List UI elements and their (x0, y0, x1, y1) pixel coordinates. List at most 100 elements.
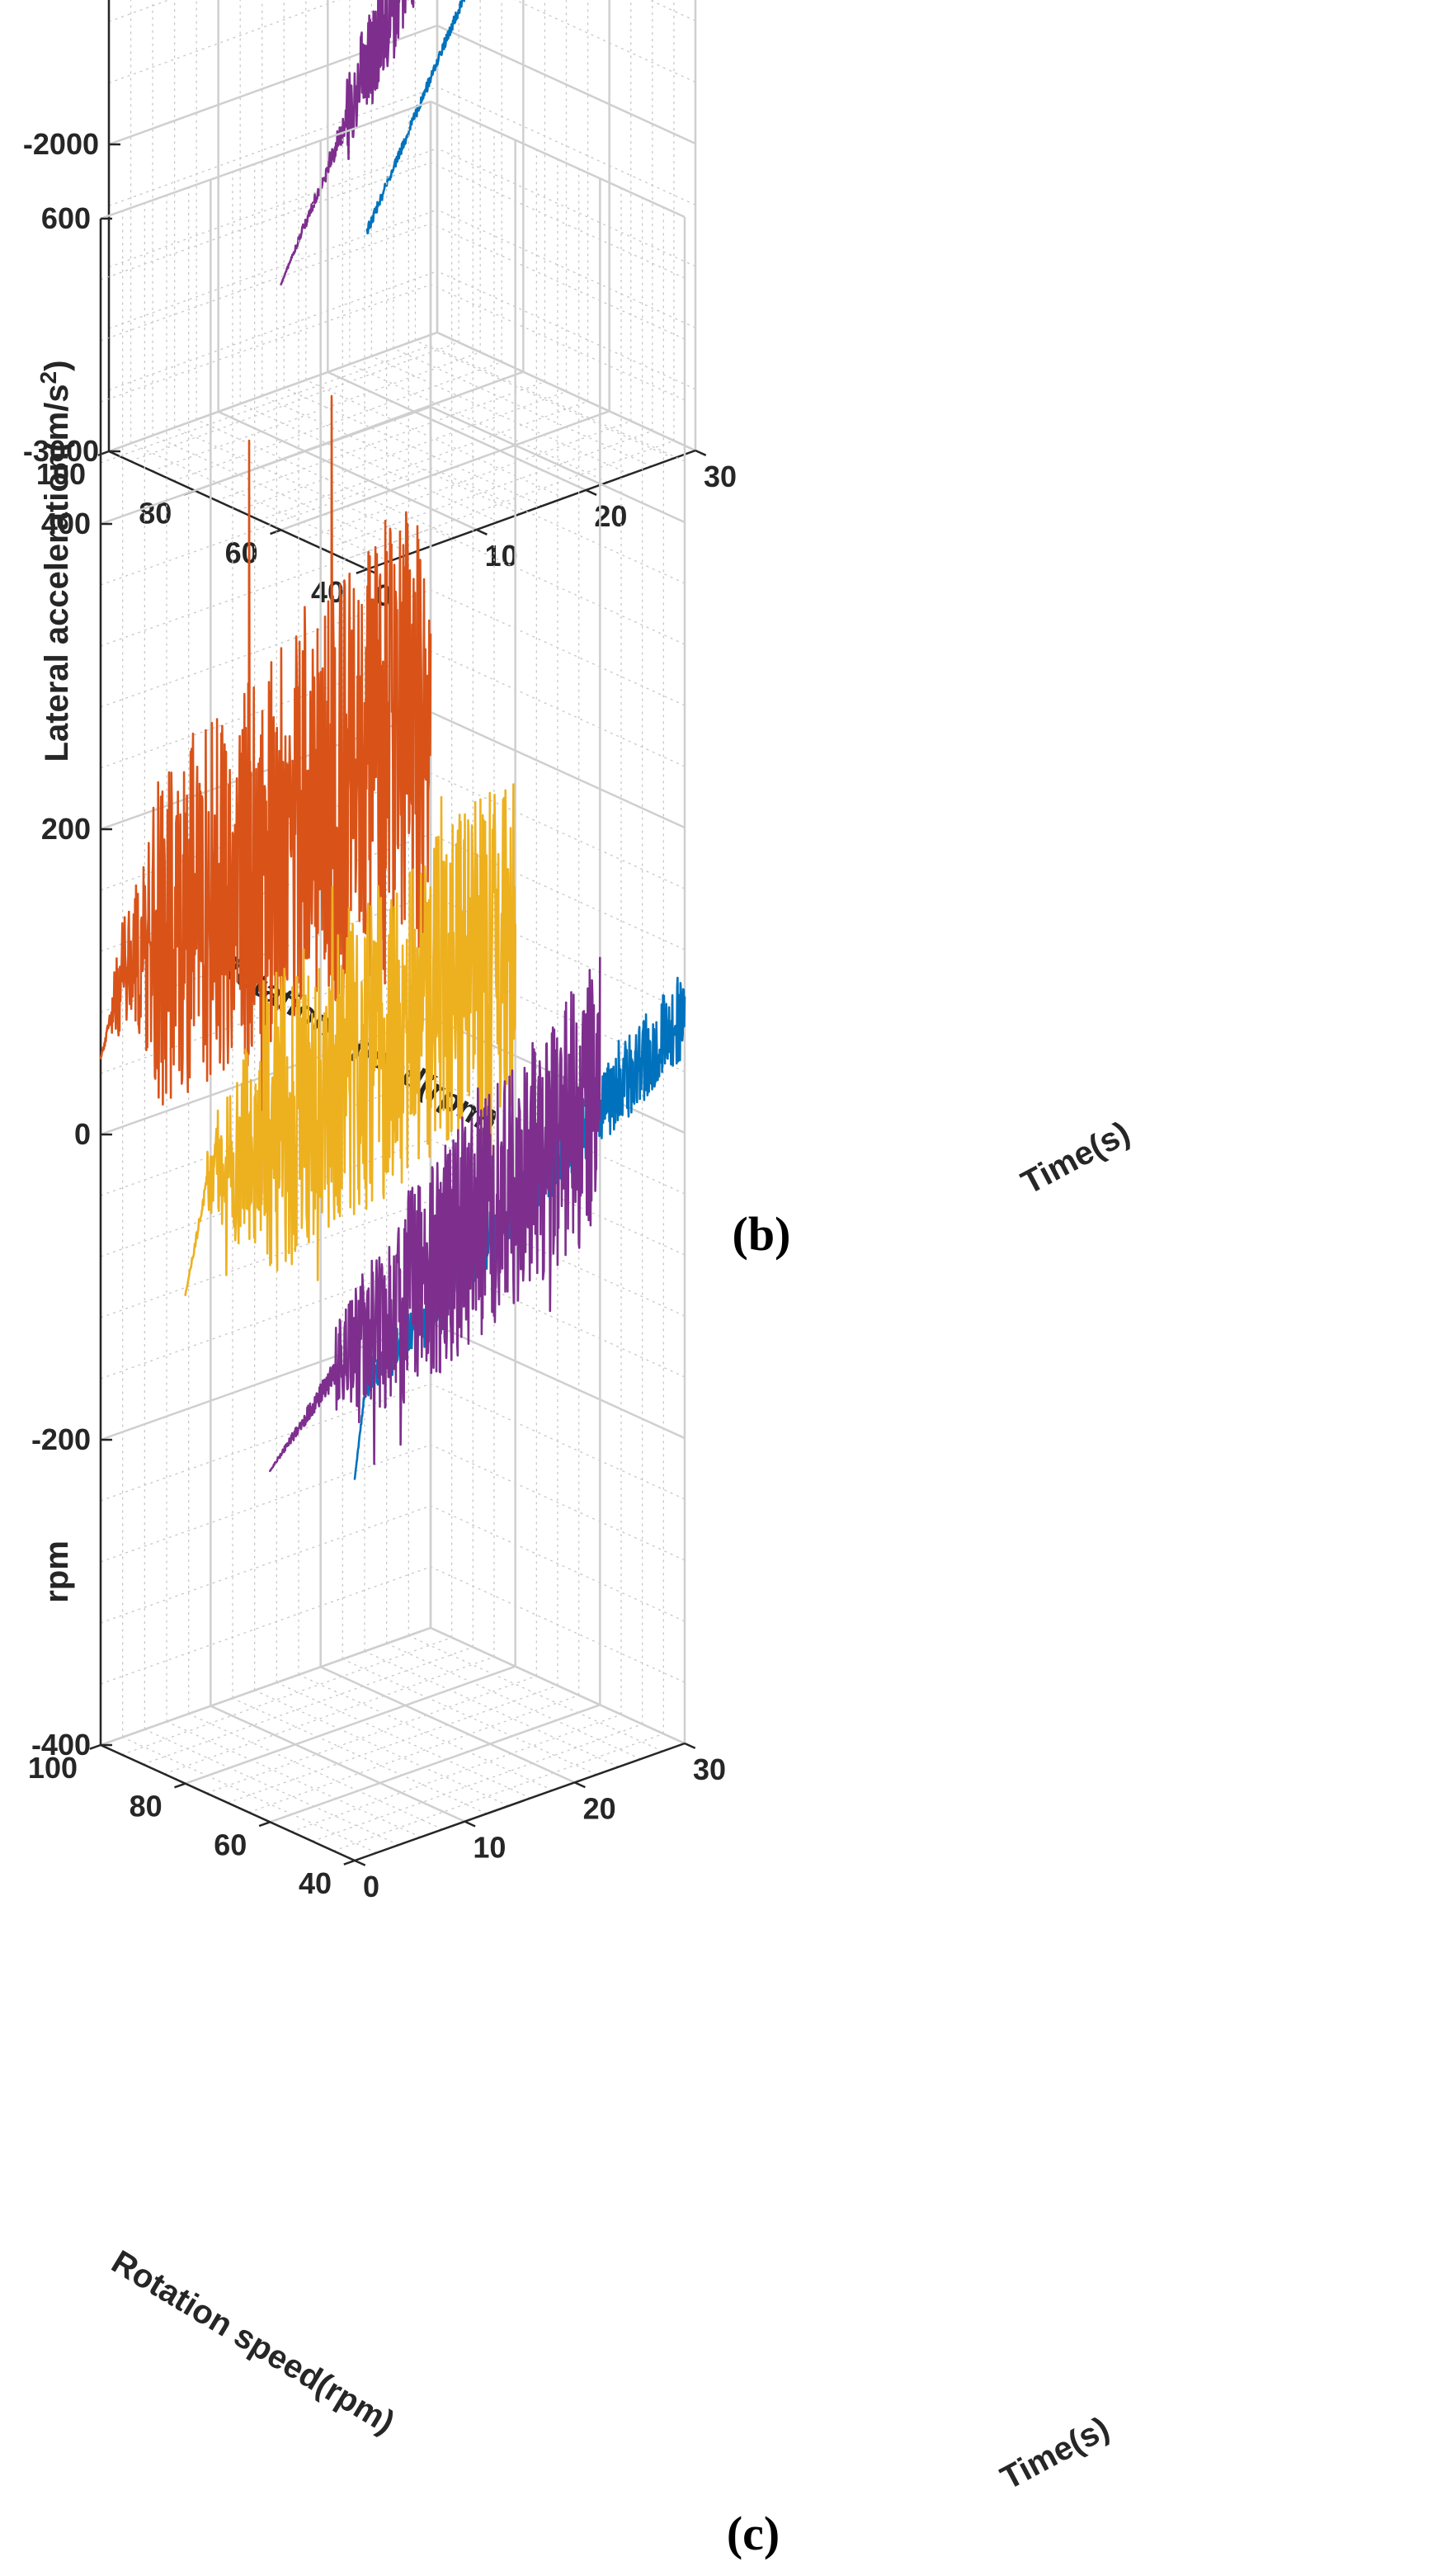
floor-minor-gridline (262, 395, 521, 515)
x-tick-label: 30 (704, 460, 737, 493)
x-axis-line (354, 1742, 686, 1862)
axes (89, 217, 696, 1866)
floor-minor-gridline (333, 1733, 664, 1851)
x-tick-label: 10 (473, 1831, 506, 1865)
wall-minor-gridline (430, 162, 686, 279)
floor-minor-gridline (166, 1721, 422, 1838)
wall-major-gridline (430, 405, 686, 524)
floor-minor-gridline (312, 1724, 643, 1842)
floor-minor-gridline (206, 1675, 537, 1794)
wall-minor-gridline (430, 528, 686, 645)
wall-minor-gridline (436, 148, 696, 267)
series-line-40rpm (365, 0, 466, 235)
x-tick-mark (464, 1820, 476, 1828)
floor-minor-gridline (415, 340, 674, 460)
wall-minor-gridline (100, 223, 431, 342)
wall-minor-gridline (430, 1444, 686, 1561)
panel-label-b: (b) (733, 1207, 791, 1261)
floor-minor-gridline (216, 380, 545, 502)
floor-minor-gridline (163, 1656, 495, 1775)
y-tick-mark (356, 568, 368, 574)
z-axis-title-superscript: 2 (35, 371, 61, 384)
floor-major-gridline (218, 410, 478, 531)
floor-minor-gridline (290, 1714, 622, 1833)
wall-minor-gridline (514, 0, 696, 83)
wall-minor-gridline (100, 833, 431, 952)
wall-minor-gridline (108, 209, 438, 329)
z-tick-label: -200 (31, 1422, 91, 1456)
grid (107, 0, 697, 571)
x-tick-mark (574, 1781, 586, 1789)
wall-minor-gridline (108, 270, 438, 391)
floor-major-gridline (210, 1705, 465, 1823)
floor-minor-gridline (143, 1646, 474, 1765)
floor-major-gridline (320, 1666, 576, 1784)
floor-minor-gridline (227, 1685, 558, 1804)
wall-minor-gridline (100, 1505, 431, 1624)
wall-minor-gridline (436, 86, 696, 205)
wall-minor-gridline (100, 162, 431, 281)
panel-label-c: (c) (727, 2507, 780, 2560)
wall-minor-gridline (108, 148, 438, 268)
wall-major-gridline (100, 1626, 431, 1747)
wall-minor-gridline (430, 345, 686, 462)
y-tick-mark (89, 1743, 101, 1750)
wall-major-gridline (430, 710, 686, 829)
floor-minor-gridline (323, 430, 653, 550)
wall-minor-gridline (100, 1566, 431, 1685)
series-line-60rpm (269, 956, 601, 1473)
wall-minor-gridline (100, 1139, 431, 1257)
wall-minor-gridline (430, 1383, 686, 1500)
wall-major-gridline (108, 331, 438, 453)
x-tick-mark (684, 1742, 696, 1749)
floor-minor-gridline (393, 347, 653, 467)
wall-minor-gridline (436, 271, 696, 390)
y-tick-mark (270, 529, 282, 535)
y-axis-line (100, 1743, 356, 1862)
floor-minor-gridline (130, 442, 389, 562)
y-tick-label: 100 (36, 457, 86, 491)
z-axis-title: rpm (39, 1540, 75, 1603)
wall-minor-gridline (100, 1078, 431, 1196)
floor-minor-gridline (259, 400, 588, 521)
wall-minor-gridline (430, 284, 686, 401)
floor-minor-gridline (130, 342, 459, 462)
wall-minor-gridline (100, 467, 431, 586)
z-tick-label: 400 (41, 507, 91, 540)
floor-minor-gridline (342, 1658, 597, 1776)
x-axis-line (366, 449, 696, 571)
y-axis-line (108, 450, 368, 571)
wall-minor-gridline (430, 467, 686, 584)
wall-major-gridline (436, 331, 696, 452)
wall-minor-gridline (100, 894, 431, 1013)
wall-minor-gridline (100, 772, 431, 891)
y-tick-label: 60 (214, 1828, 247, 1861)
z-tick-label: 200 (41, 812, 91, 846)
wall-minor-gridline (430, 650, 686, 767)
series-group (280, 0, 466, 285)
wall-minor-gridline (108, 86, 438, 207)
x-tick-mark (476, 528, 488, 535)
series-group (99, 394, 686, 1480)
x-tick-label: 0 (363, 1870, 379, 1903)
x-axis-title: Time(s) (1015, 1115, 1136, 1201)
z-tick-label: -400 (31, 1728, 91, 1762)
wall-minor-gridline (100, 284, 431, 403)
x-tick-label: 20 (583, 1791, 616, 1825)
floor-minor-gridline (349, 363, 609, 483)
x-tick-mark (585, 488, 597, 496)
floor-minor-gridline (254, 1690, 509, 1807)
wall-minor-gridline (430, 1566, 686, 1683)
floor-minor-gridline (364, 1650, 620, 1767)
series-line-80rpm (184, 783, 516, 1296)
floor-major-gridline (280, 410, 610, 531)
wall-major-gridline (430, 1321, 686, 1440)
wall-major-gridline (430, 1626, 686, 1745)
axes (97, 0, 707, 575)
floor-minor-gridline (122, 1736, 377, 1854)
floor-minor-gridline (298, 1674, 554, 1791)
x-tick-label: 30 (693, 1752, 726, 1786)
floor-minor-gridline (174, 427, 433, 546)
